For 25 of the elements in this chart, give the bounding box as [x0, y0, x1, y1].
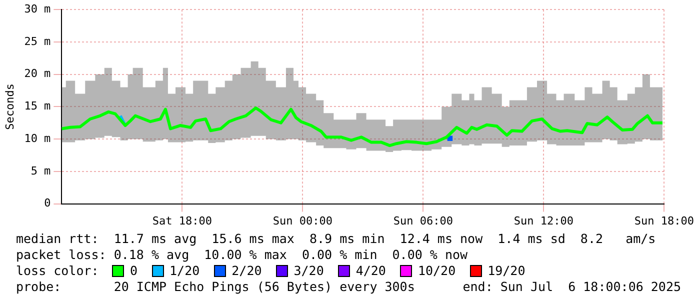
- y-tick-label: 15 m: [24, 100, 52, 113]
- legend-label: 0: [130, 263, 138, 279]
- y-tick-label: 30 m: [24, 2, 52, 16]
- legend-label: 10/20: [418, 263, 456, 279]
- text: probe: 20 ICMP Echo Pings (56 Bytes) every 300s: [16, 279, 415, 295]
- y-tick-label: 5 m: [30, 164, 52, 178]
- legend-label: 1/20: [170, 263, 200, 279]
- legend-label: 19/20: [488, 263, 526, 279]
- y-axis-title: Seconds: [3, 84, 16, 130]
- text: median rtt: 11.7 ms avg 15.6 ms max 8.9 ms min 12.4 ms now 1.4 ms sd 8.2 am/s: [16, 231, 657, 247]
- y-tick-label: 10 m: [24, 132, 52, 145]
- x-tick-label: Sun 06:00: [393, 214, 453, 228]
- legend-label: 2/20: [232, 263, 262, 279]
- y-tick-label: 25 m: [24, 34, 52, 48]
- text: packet loss: 0.18 % avg 10.00 % max 0.00 % min 0.00 % now: [16, 247, 469, 263]
- y-tick-label: 20 m: [24, 67, 52, 80]
- y-tick-label: 0: [44, 196, 51, 210]
- x-tick-label: Sun 12:00: [514, 214, 574, 228]
- x-tick-label: Sat 18:00: [152, 214, 212, 228]
- x-tick-label: Sun 18:00: [634, 214, 694, 228]
- legend-title: loss color:: [16, 263, 100, 279]
- x-tick-label: Sun 00:00: [272, 214, 332, 228]
- legend-label: 3/20: [294, 263, 324, 279]
- legend-label: 4/20: [356, 263, 386, 279]
- text: end: Sun Jul 6 18:00:06 2025: [462, 279, 681, 295]
